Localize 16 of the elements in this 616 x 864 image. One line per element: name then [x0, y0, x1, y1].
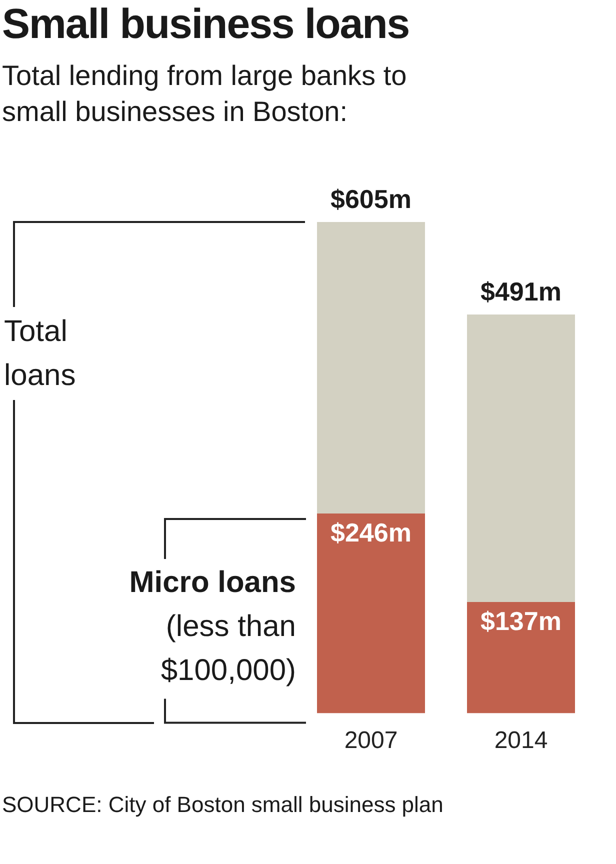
annotation: (less than $100,000) — [160, 609, 296, 690]
source-note: SOURCE: City of Boston small business plan — [2, 792, 444, 818]
bar — [467, 314, 575, 602]
text: Total loans — [4, 314, 77, 394]
total-label: $491m — [480, 276, 562, 307]
data-label: $246m — [330, 518, 412, 548]
chart-subtitle: Total lending from large banks to small businesses in Boston: — [2, 59, 408, 129]
data-label: $137m — [480, 606, 562, 636]
series-label: Micro loans — [128, 565, 296, 602]
bar — [467, 602, 575, 714]
chart-title: Small business loans — [2, 0, 410, 48]
x-tick-label: 2007 — [344, 727, 398, 754]
total-label: $605m — [330, 184, 412, 214]
bar — [317, 222, 425, 514]
x-tick-label: 2014 — [494, 727, 548, 754]
bar — [317, 513, 425, 714]
